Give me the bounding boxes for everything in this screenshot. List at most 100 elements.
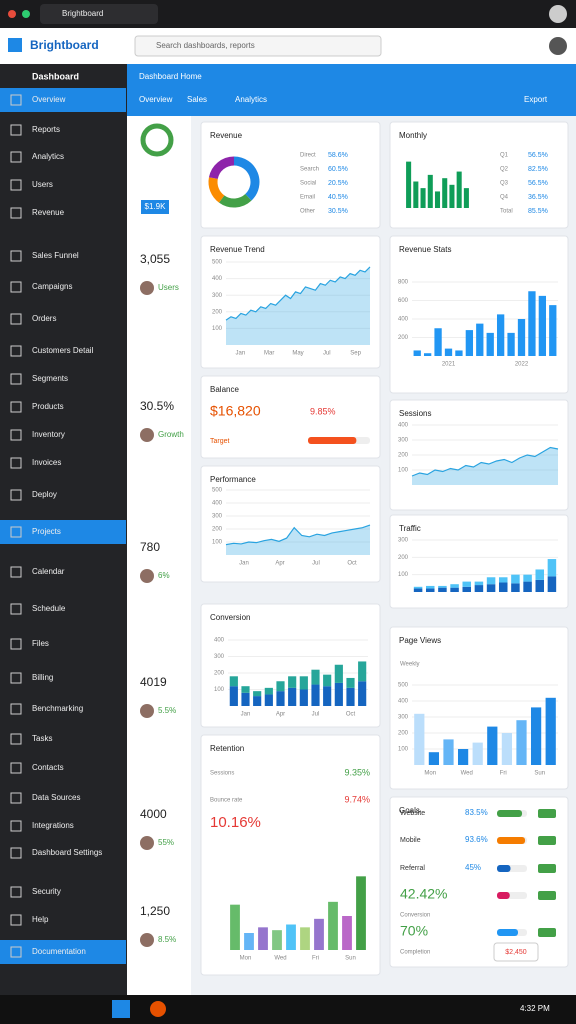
nav-item[interactable]: Users <box>32 180 53 189</box>
nav-item[interactable]: Billing <box>32 673 53 682</box>
search-placeholder: Search dashboards, reports <box>156 41 255 50</box>
nav-item[interactable]: Inventory <box>32 430 65 439</box>
bar-segment <box>241 686 250 693</box>
nav-icon <box>10 250 22 262</box>
top-tab[interactable]: Overview <box>139 95 173 104</box>
bar-segment <box>425 585 435 589</box>
browser-tab[interactable] <box>40 4 158 24</box>
nav-icon <box>10 914 22 926</box>
y-tick-label: 400 <box>212 501 223 507</box>
bar-segment <box>334 664 343 683</box>
bar-segment <box>323 686 332 706</box>
nav-item[interactable]: Products <box>32 402 64 411</box>
nav-item[interactable]: Orders <box>32 314 56 323</box>
goal-value: 93.6% <box>465 835 488 844</box>
profile-avatar[interactable] <box>549 5 567 23</box>
legend-value: 36.5% <box>528 194 548 201</box>
nav-item[interactable]: Tasks <box>32 734 52 743</box>
stat-label: Sessions <box>210 771 234 777</box>
area-fill <box>226 266 370 345</box>
bar <box>449 184 455 208</box>
nav-item[interactable]: Customers Detail <box>32 346 94 355</box>
bar-segment <box>474 585 484 592</box>
goal-button-text[interactable]: $2,450 <box>505 949 527 956</box>
bar-segment <box>523 574 532 582</box>
card-subtitle: Weekly <box>400 662 420 668</box>
y-tick-label: 200 <box>214 671 225 677</box>
x-tick-label: Jul <box>312 712 320 718</box>
export-button[interactable]: Export <box>524 95 548 104</box>
sidebar-section: Dashboard <box>32 71 79 81</box>
bar-segment <box>498 577 508 583</box>
legend-value: 56.5% <box>528 180 548 187</box>
bar <box>286 924 296 950</box>
y-tick-label: 500 <box>398 683 409 689</box>
goal-label: Completion <box>400 950 430 956</box>
avatar <box>140 428 154 442</box>
bar <box>456 171 462 208</box>
nav-item[interactable]: Analytics <box>32 152 64 161</box>
nav-item[interactable]: Projects <box>32 527 61 536</box>
top-tab[interactable]: Sales <box>187 95 207 104</box>
y-tick-label: 400 <box>212 276 223 282</box>
x-tick-label: Apr <box>276 712 285 718</box>
nav-item[interactable]: Sales Funnel <box>32 251 79 260</box>
bar <box>501 733 513 765</box>
avatar <box>140 569 154 583</box>
nav-item[interactable]: Deploy <box>32 490 57 499</box>
legend-value: 56.5% <box>528 152 548 159</box>
search-box[interactable] <box>134 35 382 57</box>
window-button[interactable] <box>8 10 16 18</box>
nav-item[interactable]: Schedule <box>32 604 66 613</box>
y-tick-label: 100 <box>214 687 225 693</box>
taskbar-app[interactable] <box>112 1000 130 1018</box>
nav-item[interactable]: Invoices <box>32 458 61 467</box>
summary-value: 4000 <box>140 807 167 821</box>
nav-item[interactable]: Benchmarking <box>32 704 83 713</box>
active-item[interactable] <box>0 520 126 544</box>
bar <box>545 697 556 765</box>
y-tick-label: 100 <box>212 326 223 332</box>
nav-item[interactable]: Documentation <box>32 947 86 956</box>
bar-segment <box>311 669 320 685</box>
bar-segment <box>535 579 545 592</box>
nav-item[interactable]: Help <box>32 915 49 924</box>
kpi-target: Target <box>210 438 230 445</box>
user-avatar[interactable] <box>549 37 567 55</box>
nav-item[interactable]: Overview <box>32 95 66 104</box>
goal-label: Website <box>400 810 425 817</box>
nav-item[interactable]: Dashboard Settings <box>32 848 102 857</box>
bar-segment <box>334 682 343 706</box>
nav-icon <box>10 179 22 191</box>
nav-item[interactable]: Reports <box>32 125 60 134</box>
goal-badge <box>538 864 556 873</box>
legend-label: Search <box>300 167 319 173</box>
bar <box>472 742 483 765</box>
window-button[interactable] <box>22 10 30 18</box>
nav-item[interactable]: Campaigns <box>32 282 72 291</box>
card-title: Conversion <box>210 613 250 622</box>
bar-segment <box>253 691 262 697</box>
nav-item[interactable]: Segments <box>32 374 68 383</box>
top-tab[interactable]: Analytics <box>235 95 267 104</box>
bar-segment <box>311 684 320 706</box>
nav-icon <box>10 672 22 684</box>
page-title: Dashboard Home <box>139 72 202 81</box>
goal-button[interactable] <box>493 942 539 962</box>
taskbar-app[interactable] <box>150 1001 166 1017</box>
nav-icon <box>10 94 22 106</box>
bar <box>444 348 453 356</box>
y-tick-label: 100 <box>398 572 409 578</box>
nav-item[interactable]: Data Sources <box>32 793 80 802</box>
nav-item[interactable]: Calendar <box>32 567 65 576</box>
bar <box>300 927 310 950</box>
x-tick-label: Fri <box>500 771 507 777</box>
summary-value: 3,055 <box>140 252 170 266</box>
bar <box>486 332 494 356</box>
nav-item[interactable]: Integrations <box>32 821 74 830</box>
nav-item[interactable]: Contacts <box>32 763 64 772</box>
nav-item[interactable]: Revenue <box>32 208 65 217</box>
nav-item[interactable]: Files <box>32 639 49 648</box>
nav-item[interactable]: Security <box>32 887 61 896</box>
bar <box>517 319 526 356</box>
